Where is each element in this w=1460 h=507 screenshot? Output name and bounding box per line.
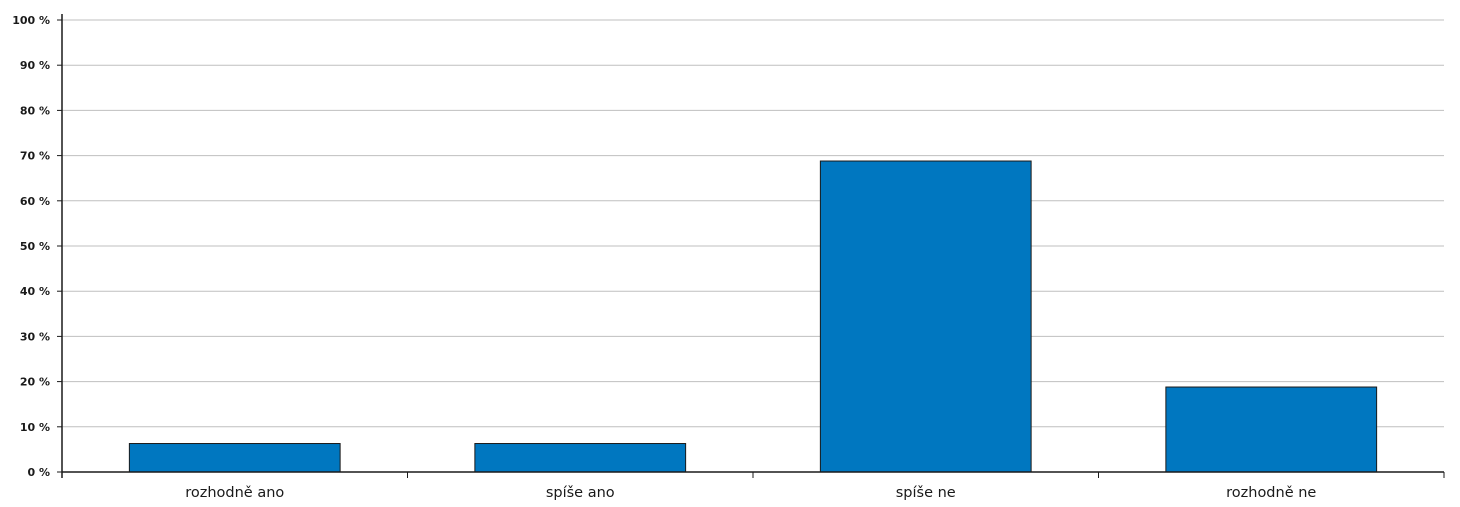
- y-tick-label: 60 %: [20, 195, 50, 208]
- y-tick-label: 70 %: [20, 150, 50, 163]
- y-tick-label: 50 %: [20, 240, 50, 253]
- y-tick-labels: 0 % 10 % 20 % 30 % 40 % 50 % 60 % 70 % 80 % 90 % 1…: [12, 14, 50, 479]
- axes: [57, 14, 1445, 478]
- y-tick-label: 100 %: [12, 14, 50, 27]
- y-tick-label: 40 %: [20, 285, 50, 298]
- y-tick-label: 20 %: [20, 376, 50, 389]
- bar: [819, 160, 1032, 473]
- bar: [474, 443, 687, 473]
- bar: [1165, 386, 1378, 473]
- x-tick-label: rozhodně ne: [1226, 485, 1316, 501]
- y-tick-label: 80 %: [20, 104, 50, 117]
- x-tick-label: spíše ano: [546, 485, 615, 501]
- x-tick-labels: rozhodně ano spíše ano spíše ne rozhodně ne: [185, 485, 1316, 501]
- y-tick-label: 90 %: [20, 59, 50, 72]
- y-tick-label: 10 %: [20, 421, 50, 434]
- y-tick-label: 0 %: [27, 466, 50, 479]
- bar: [128, 443, 341, 473]
- x-tick-label: rozhodně ano: [185, 485, 284, 501]
- x-tick-label: spíše ne: [896, 485, 956, 501]
- y-tick-label: 30 %: [20, 330, 50, 343]
- bars: [128, 160, 1378, 473]
- gridlines: [62, 19, 1444, 428]
